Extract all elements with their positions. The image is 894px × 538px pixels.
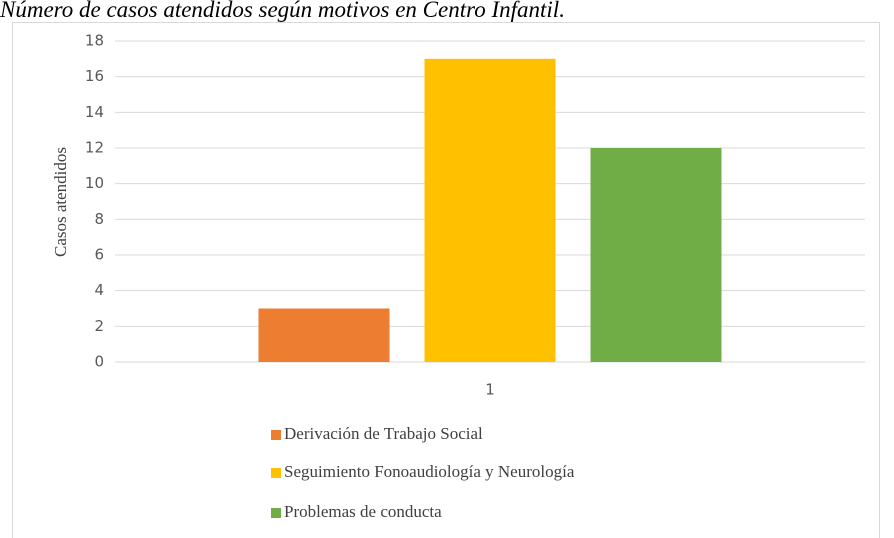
chart-title: Número de casos atendidos según motivos … — [0, 0, 565, 22]
y-tick-label: 14 — [85, 103, 104, 121]
legend-label: Derivación de Trabajo Social — [284, 424, 483, 443]
y-tick-label: 16 — [85, 67, 104, 85]
y-tick-label: 2 — [94, 317, 104, 335]
bar — [590, 148, 722, 362]
y-tick-label: 8 — [94, 210, 104, 228]
y-tick-label: 18 — [85, 32, 104, 50]
legend-swatch — [271, 468, 281, 478]
legend-label: Problemas de conducta — [284, 502, 442, 521]
y-tick-label: 4 — [94, 281, 104, 299]
y-tick-label: 6 — [94, 246, 104, 264]
x-tick-label: 1 — [485, 381, 495, 399]
bar — [424, 58, 556, 362]
legend-swatch — [271, 430, 281, 440]
legend-swatch — [271, 508, 281, 518]
bar — [258, 308, 390, 362]
legend-label: Seguimiento Fonoaudiología y Neurología — [284, 462, 575, 481]
y-tick-label: 10 — [85, 174, 104, 192]
y-axis-label: Casos atendidos — [51, 147, 70, 257]
y-tick-label: 12 — [85, 139, 104, 157]
y-tick-label: 0 — [94, 353, 104, 371]
